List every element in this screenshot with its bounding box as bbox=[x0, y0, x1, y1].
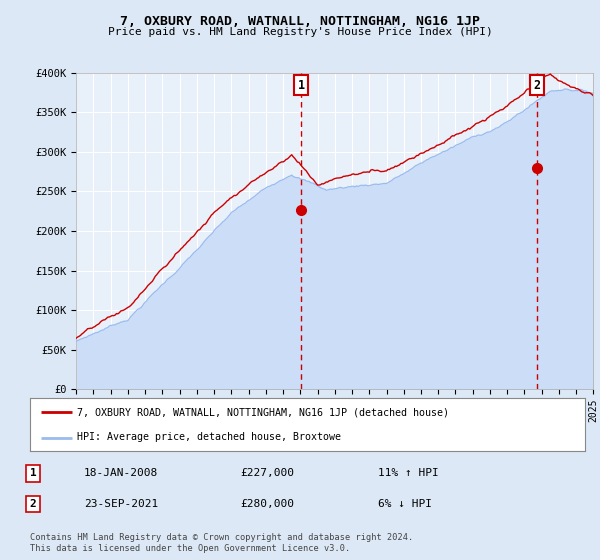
Text: 7, OXBURY ROAD, WATNALL, NOTTINGHAM, NG16 1JP: 7, OXBURY ROAD, WATNALL, NOTTINGHAM, NG1… bbox=[120, 15, 480, 27]
Text: 2: 2 bbox=[29, 499, 37, 509]
Text: £280,000: £280,000 bbox=[240, 499, 294, 509]
Text: 2: 2 bbox=[533, 79, 541, 92]
Text: 23-SEP-2021: 23-SEP-2021 bbox=[84, 499, 158, 509]
Text: 1: 1 bbox=[29, 468, 37, 478]
Text: 11% ↑ HPI: 11% ↑ HPI bbox=[378, 468, 439, 478]
Text: 18-JAN-2008: 18-JAN-2008 bbox=[84, 468, 158, 478]
Text: Contains HM Land Registry data © Crown copyright and database right 2024.
This d: Contains HM Land Registry data © Crown c… bbox=[30, 533, 413, 553]
Text: HPI: Average price, detached house, Broxtowe: HPI: Average price, detached house, Brox… bbox=[77, 432, 341, 442]
Text: 7, OXBURY ROAD, WATNALL, NOTTINGHAM, NG16 1JP (detached house): 7, OXBURY ROAD, WATNALL, NOTTINGHAM, NG1… bbox=[77, 408, 449, 418]
Text: £227,000: £227,000 bbox=[240, 468, 294, 478]
Text: 6% ↓ HPI: 6% ↓ HPI bbox=[378, 499, 432, 509]
Text: Price paid vs. HM Land Registry's House Price Index (HPI): Price paid vs. HM Land Registry's House … bbox=[107, 27, 493, 37]
Text: 1: 1 bbox=[298, 79, 305, 92]
